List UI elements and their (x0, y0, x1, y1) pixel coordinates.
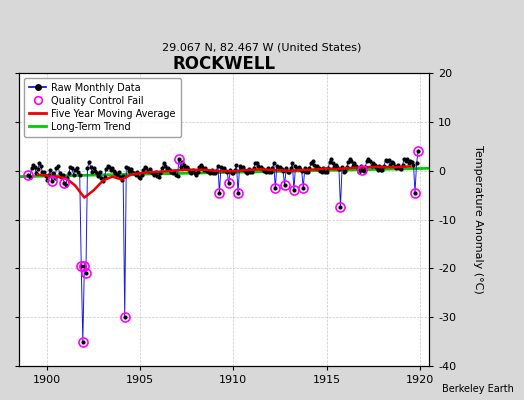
Text: Berkeley Earth: Berkeley Earth (442, 384, 514, 394)
Title: ROCKWELL: ROCKWELL (172, 55, 276, 73)
Text: 29.067 N, 82.467 W (United States): 29.067 N, 82.467 W (United States) (162, 42, 362, 52)
Y-axis label: Temperature Anomaly (°C): Temperature Anomaly (°C) (473, 145, 483, 294)
Legend: Raw Monthly Data, Quality Control Fail, Five Year Moving Average, Long-Term Tren: Raw Monthly Data, Quality Control Fail, … (24, 78, 181, 136)
